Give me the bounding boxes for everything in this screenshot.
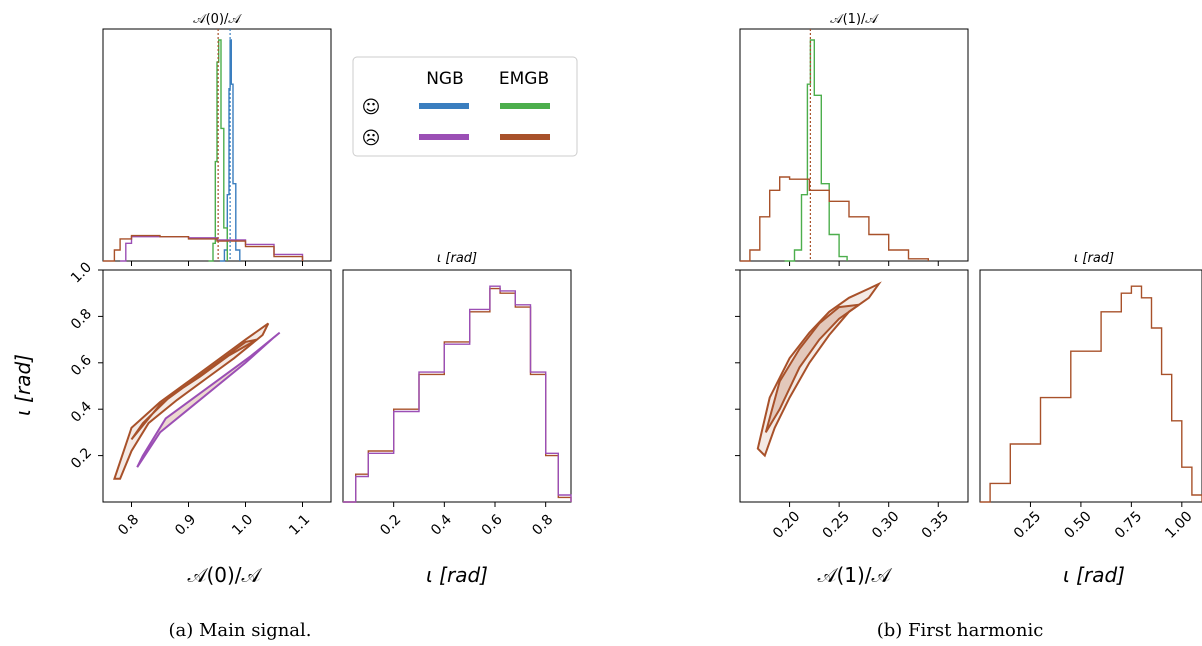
b-iota-xtick-label-0: 0.25 xyxy=(1011,508,1044,541)
b-top-frame xyxy=(739,28,969,262)
b-top-series-0 xyxy=(784,39,848,262)
caption-b: (b) First harmonic xyxy=(877,620,1044,641)
a-2d-ytick-label-2: 0.6 xyxy=(68,352,95,379)
a-iota-xtick-label-2: 0.6 xyxy=(479,512,506,539)
b-iota-xtick-label-1: 0.50 xyxy=(1061,508,1094,541)
a-iota-xtick-label-0: 0.2 xyxy=(377,512,404,539)
b-2d-xtick-label-2: 0.30 xyxy=(869,508,902,541)
a-2d-xtick-label-0: 0.8 xyxy=(115,512,142,539)
b-2d-contour-1 xyxy=(764,303,860,433)
b-2d-contour-0 xyxy=(756,281,882,458)
b-2d-frame xyxy=(739,269,969,503)
b-iota-xlabel: ι [rad] xyxy=(1063,563,1125,587)
a-2d-ytick-label-1: 0.4 xyxy=(68,399,95,426)
legend-col-ngb: NGB xyxy=(426,69,464,89)
a-iota-xtick-label-1: 0.4 xyxy=(428,512,455,539)
a-iota-xtick-label-3: 0.8 xyxy=(529,512,556,539)
a-2d-plot: 0.8 0.9 1.0 1.1 0.2 0.4 0.6 0.8 1.0 xyxy=(68,259,313,538)
a-2d-frame xyxy=(102,269,332,503)
a-2d-contour-0 xyxy=(113,322,270,480)
b-top-title: 𝒜(1)/𝒜 xyxy=(830,12,879,27)
a-2d-xtick-label-3: 1.1 xyxy=(286,512,313,539)
a-2d-xlabel: 𝒜(0)/𝒜 xyxy=(188,563,263,587)
a-top-series-2 xyxy=(120,236,304,262)
a-2d-contour-1 xyxy=(130,338,258,441)
legend: NGB EMGB ☺ ☹ xyxy=(352,56,578,157)
a-2d-contour-2 xyxy=(136,331,281,468)
a-iota-plot: 0.2 0.4 0.6 0.8 xyxy=(343,285,572,539)
a-top-plot xyxy=(103,29,304,266)
a-2d-ytick-label-0: 0.2 xyxy=(68,445,95,472)
b-iota-series-0 xyxy=(980,285,1202,503)
a-top-series-0 xyxy=(219,39,241,262)
legend-col-emgb: EMGB xyxy=(499,69,549,89)
b-iota-frame xyxy=(979,269,1202,503)
b-2d-plot: 0.20 0.25 0.30 0.35 xyxy=(735,269,952,542)
b-2d-xlabel: 𝒜(1)/𝒜 xyxy=(818,563,893,587)
a-top-frame xyxy=(102,28,332,262)
a-2d-ytick-label-3: 0.8 xyxy=(68,306,95,333)
legend-happy-icon: ☺ xyxy=(362,97,381,118)
a-2d-ylabel: ι [rad] xyxy=(11,354,35,416)
b-2d-xtick-label-1: 0.25 xyxy=(820,508,853,541)
b-iota-title: ι [rad] xyxy=(1074,251,1114,266)
b-2d-xtick-label-3: 0.35 xyxy=(919,508,952,541)
a-top-title: 𝒜(0)/𝒜 xyxy=(193,12,242,27)
a-iota-series-0 xyxy=(343,287,572,503)
b-iota-xtick-label-3: 1.00 xyxy=(1162,508,1195,541)
b-top-plot xyxy=(740,29,939,266)
a-iota-xlabel: ι [rad] xyxy=(426,563,488,587)
b-top-series-1 xyxy=(740,176,929,262)
b-iota-plot: 0.25 0.50 0.75 1.00 xyxy=(980,285,1202,542)
a-iota-title: ι [rad] xyxy=(437,251,477,266)
a-iota-frame xyxy=(342,269,572,503)
a-2d-xtick-label-1: 0.9 xyxy=(172,512,199,539)
caption-a: (a) Main signal. xyxy=(168,620,311,641)
a-iota-series-1 xyxy=(343,285,572,503)
a-2d-ytick-label-4: 1.0 xyxy=(68,259,95,286)
panel-b: 𝒜(1)/𝒜 0.20 0.25 0.30 0.35 𝒜(1)/𝒜 ι [rad] 0… xyxy=(735,12,1202,641)
a-2d-xtick-label-2: 1.0 xyxy=(229,512,256,539)
a-top-series-3 xyxy=(103,234,304,262)
legend-sad-icon: ☹ xyxy=(362,128,381,149)
b-iota-xtick-label-2: 0.75 xyxy=(1112,508,1145,541)
b-2d-xtick-label-0: 0.20 xyxy=(770,508,803,541)
